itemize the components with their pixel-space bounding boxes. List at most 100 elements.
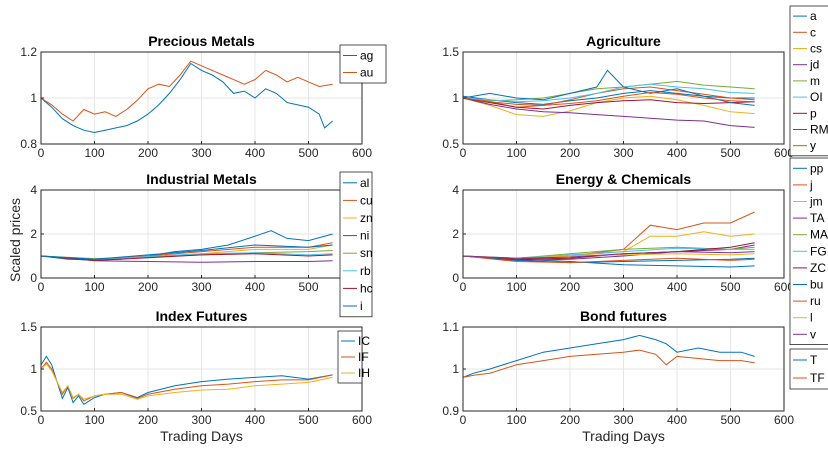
series-line-hc	[40, 253, 333, 261]
panel-title: Energy & Chemicals	[556, 171, 692, 187]
series-line-ru	[462, 255, 755, 264]
x-tick-label: 100	[506, 280, 526, 294]
panel-title: Precious Metals	[148, 33, 255, 49]
x-tick-label: 0	[38, 146, 45, 160]
series-line-cs	[462, 95, 755, 117]
x-tick-label: 500	[298, 146, 318, 160]
y-tick-label: 1	[30, 91, 37, 105]
y-tick-label: 2	[30, 227, 37, 241]
y-tick-label: 1.1	[442, 320, 459, 334]
x-tick-label: 400	[667, 146, 687, 160]
legend-label: TA	[810, 211, 824, 225]
y-tick-label: 0	[30, 271, 37, 285]
series-line-au	[40, 60, 333, 122]
x-tick-label: 400	[245, 146, 265, 160]
legend: pp j jm TA MA FG ZC bu ru lv	[789, 157, 828, 346]
x-tick-label: 600	[774, 280, 794, 294]
series-line-v	[462, 251, 755, 259]
y-tick-label: 2	[452, 227, 459, 241]
legend-label: hc	[360, 281, 373, 295]
x-tick-label: 200	[560, 413, 580, 427]
x-tick-label: 200	[560, 280, 580, 294]
legend-label: IH	[358, 366, 370, 380]
y-tick-label: 0.5	[442, 137, 459, 151]
series-line-y	[462, 91, 755, 106]
x-tick-label: 100	[84, 413, 104, 427]
panel-0: 0 100 200 300 400 500 600 0.8 1 1.2 Precious Metal…	[20, 33, 387, 160]
series-line-a	[462, 90, 755, 105]
legend-label: al	[360, 176, 369, 190]
legend-label: i	[360, 299, 363, 313]
x-tick-label: 100	[506, 146, 526, 160]
legend-label: l	[810, 311, 813, 325]
legend-label: au	[360, 66, 373, 80]
x-tick-label: 300	[613, 146, 633, 160]
x-tick-label: 300	[191, 413, 211, 427]
x-tick-label: 600	[774, 413, 794, 427]
x-tick-label: 100	[84, 146, 104, 160]
y-tick-label: 4	[452, 183, 459, 197]
legend-label: y	[810, 139, 816, 153]
x-tick-label: 500	[720, 280, 740, 294]
y-tick-label: 0.8	[20, 137, 37, 151]
x-tick-label: 400	[667, 413, 687, 427]
panel-title: Index Futures	[156, 308, 248, 324]
legend: ac cs jd m OI p RM y	[789, 5, 828, 157]
series-line-T	[462, 334, 755, 378]
y-tick-label: 1.2	[20, 45, 37, 59]
x-tick-label: 500	[298, 280, 318, 294]
legend-label: p	[810, 106, 817, 120]
y-tick-label: 1.5	[442, 45, 459, 59]
x-tick-label: 200	[138, 413, 158, 427]
x-axis-label: Trading Days	[160, 428, 243, 444]
x-tick-label: 600	[774, 146, 794, 160]
x-tick-label: 0	[460, 146, 467, 160]
x-tick-label: 300	[191, 146, 211, 160]
x-tick-label: 0	[460, 280, 467, 294]
legend-label: j	[809, 178, 813, 192]
legend-label: c	[810, 25, 816, 39]
legend-label: cs	[810, 42, 822, 56]
series-line-p	[462, 97, 755, 110]
legend: IC IF IH	[337, 330, 370, 384]
y-tick-label: 1	[452, 91, 459, 105]
x-tick-label: 600	[352, 413, 372, 427]
y-tick-label: 0.9	[442, 404, 459, 418]
y-tick-label: 0	[452, 271, 459, 285]
legend-label: MA	[810, 228, 828, 242]
series-line-jd	[462, 97, 755, 128]
legend-label: RM	[810, 123, 828, 137]
series-line-i	[40, 244, 333, 260]
panel-title: Industrial Metals	[146, 171, 257, 187]
legend-label: sn	[360, 246, 373, 260]
x-tick-label: 500	[298, 413, 318, 427]
x-tick-label: 200	[138, 280, 158, 294]
y-tick-label: 1.5	[20, 320, 37, 334]
x-tick-label: 600	[352, 146, 372, 160]
legend-label: a	[810, 9, 817, 23]
series-line-bu	[462, 255, 755, 264]
legend-label: m	[810, 74, 820, 88]
x-tick-label: 200	[138, 146, 158, 160]
x-tick-label: 100	[506, 413, 526, 427]
legend-label: T	[810, 353, 818, 367]
y-tick-label: 1	[30, 362, 37, 376]
legend-label: zn	[360, 211, 373, 225]
legend-label: cu	[360, 193, 373, 207]
series-line-ag	[40, 62, 333, 134]
legend-label: jd	[809, 58, 819, 72]
legend: ag au	[339, 44, 387, 84]
legend-label: IF	[358, 350, 369, 364]
panel-5: 0 100 200 300 400 500 600 0.9 1 1.1 Bond futures Tr…	[442, 308, 828, 444]
x-tick-label: 300	[613, 280, 633, 294]
legend-label: bu	[810, 278, 823, 292]
legend-label: rb	[360, 264, 371, 278]
x-tick-label: 200	[560, 146, 580, 160]
panel-3: 0 100 200 300 400 500 600 0 2 4 Energy & Chemicals…	[452, 157, 828, 346]
legend-box	[339, 171, 373, 318]
panel-title: Agriculture	[586, 33, 661, 49]
legend-label: OI	[810, 90, 823, 104]
y-tick-label: 4	[30, 183, 37, 197]
